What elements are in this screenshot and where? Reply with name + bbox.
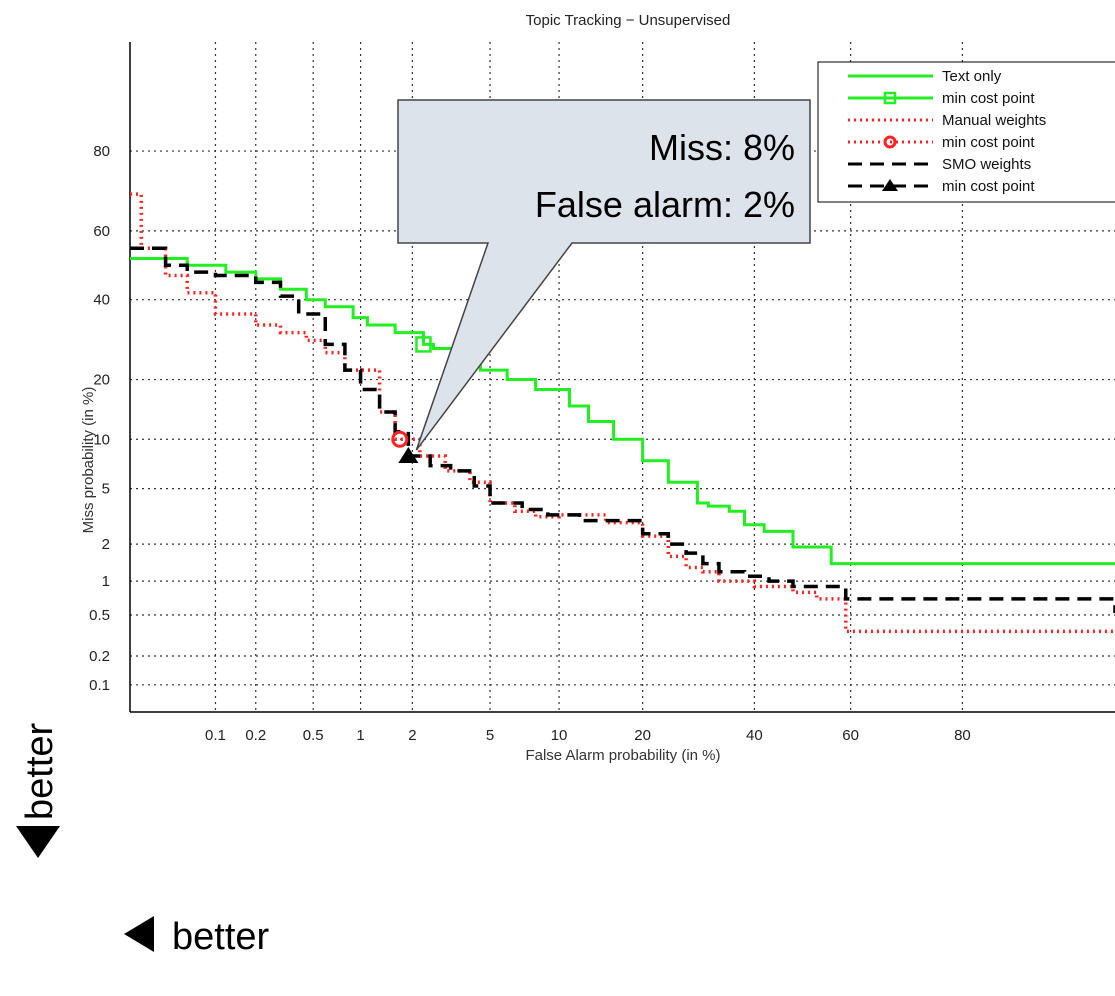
legend-label: Manual weights (942, 112, 1046, 129)
y-tick-labels: 0.1 0.2 0.5 1 2 5 10 20 40 60 80 (89, 143, 110, 694)
x-tick-label: 40 (746, 727, 763, 744)
y-axis-label: Miss probability (in %) (80, 387, 97, 534)
y-tick-label: 10 (93, 431, 110, 448)
det-curve-text-only (130, 256, 1115, 566)
callout-bubble (397, 99, 811, 451)
y-tick-label: 0.5 (89, 607, 110, 624)
y-tick-label: 40 (93, 292, 110, 309)
y-tick-label: 0.1 (89, 677, 110, 694)
callout: Miss: 8% False alarm: 2% (397, 99, 811, 451)
y-tick-label: 60 (93, 223, 110, 240)
x-tick-label: 0.1 (205, 727, 226, 744)
legend-marker (883, 91, 897, 105)
x-tick-label: 2 (408, 727, 416, 744)
better-horizontal-label: better (172, 916, 270, 958)
legend-label: min cost point (942, 134, 1035, 151)
legend-box (817, 61, 1115, 203)
legend-marker (883, 135, 897, 149)
x-tick-label: 5 (486, 727, 494, 744)
x-tick-label: 0.5 (303, 727, 324, 744)
chart-title: Topic Tracking − Unsupervised (526, 12, 731, 29)
x-tick-label: 10 (551, 727, 568, 744)
axes (129, 42, 1115, 713)
x-tick-labels: 0.1 0.2 0.5 1 2 5 10 20 40 60 80 (205, 727, 971, 744)
y-tick-label: 2 (102, 536, 110, 553)
legend-label: Text only (942, 68, 1002, 85)
x-tick-label: 20 (634, 727, 651, 744)
better-arrow-horizontal: better (124, 916, 270, 958)
x-tick-label: 60 (842, 727, 859, 744)
callout-false-alarm-text: False alarm: 2% (535, 184, 795, 225)
x-tick-label: 1 (356, 727, 364, 744)
min-cost-point-marker (391, 430, 409, 448)
x-tick-label: 80 (954, 727, 971, 744)
better-arrow-vertical: better (16, 722, 61, 858)
grid-lines (130, 42, 1115, 712)
x-axis-label: False Alarm probability (in %) (525, 747, 720, 764)
left-triangle-icon (124, 916, 154, 952)
y-tick-label: 0.2 (89, 648, 110, 665)
y-tick-label: 5 (102, 481, 110, 498)
min-cost-point-marker (415, 336, 432, 353)
min-cost-point-marker (398, 447, 419, 464)
legend-label: SMO weights (942, 156, 1031, 173)
better-vertical-label: better (19, 722, 61, 820)
legend: Text only min cost point Manual weights min… (817, 61, 1115, 203)
y-tick-label: 20 (93, 372, 110, 389)
legend-label: min cost point (942, 178, 1035, 195)
y-tick-label: 80 (93, 143, 110, 160)
y-tick-label: 1 (102, 573, 110, 590)
down-triangle-icon (16, 826, 60, 858)
legend-label: min cost point (942, 90, 1035, 107)
det-curves (130, 192, 1115, 634)
legend-marker (882, 179, 898, 191)
det-curve-manual-weights (130, 192, 1115, 634)
x-tick-label: 0.2 (245, 727, 266, 744)
callout-miss-text: Miss: 8% (649, 127, 795, 168)
min-cost-points (391, 336, 432, 464)
det-curve-smo-weights (130, 246, 1115, 614)
